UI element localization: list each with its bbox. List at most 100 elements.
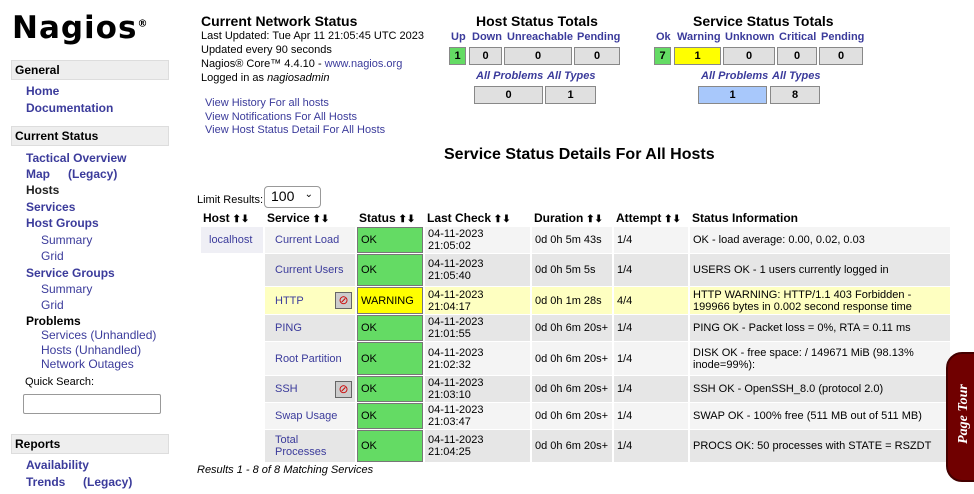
host-unreachable-count[interactable]: 0 [504,47,572,65]
host-unreachable-label[interactable]: Unreachable [507,31,574,43]
last-check: 04-11-2023 21:04:17 [428,288,484,313]
host-all-problems-label[interactable]: All Problems [476,70,544,82]
service-pending-label[interactable]: Pending [821,31,865,43]
sidebar-map-legacy[interactable]: (Legacy) [68,167,118,181]
sidebar-map[interactable]: Map [26,167,50,181]
status-information-cell: PING OK - Packet loss = 0%, RTA = 0.11 m… [690,315,950,341]
attempt-cell: 1/4 [614,254,688,286]
link-view-host-status[interactable]: View Host Status Detail For All Hosts [205,124,386,136]
sidebar-availability[interactable]: Availability [26,458,89,472]
limit-results-select[interactable]: 100 ⌄ [264,186,321,208]
service-all-problems-label[interactable]: All Problems [701,70,769,82]
sidebar-trends[interactable]: Trends [26,475,66,489]
notifications-disabled-icon[interactable]: ⊘ [335,380,352,398]
attempt: 1/4 [617,322,633,334]
service-link[interactable]: SSH [275,383,298,395]
status-badge-cell: OK [357,430,423,462]
table-row: HTTP ⊘ WARNING 04-11-2023 21:04:17 0d 0h 1m … [201,287,950,314]
status-badge-cell: OK [357,376,423,402]
service-warning-count[interactable]: 1 [674,47,721,65]
service-link[interactable]: Current Load [275,234,340,246]
host-up-label[interactable]: Up [451,31,466,43]
sidebar-host-groups[interactable]: Host Groups [26,216,99,230]
service-unknown-label[interactable]: Unknown [725,31,775,43]
host-down-count[interactable]: 0 [469,47,502,65]
sort-arrows-icon[interactable]: ⬆⬇ [309,214,330,225]
notifications-disabled-icon[interactable]: ⊘ [335,292,352,309]
link-view-notifications[interactable]: View Notifications For All Hosts [205,111,358,123]
service-link[interactable]: Root Partition [275,352,342,365]
service-pending-count[interactable]: 0 [819,47,863,65]
service-all-types-label[interactable]: All Types [772,70,821,82]
nagios-logo[interactable]: Nagios® [12,10,149,46]
last-check-cell: 04-11-2023 21:05:02 [425,227,530,253]
host-types-count[interactable]: 1 [545,86,596,104]
sort-arrows-icon[interactable]: ⬆⬇ [583,214,603,225]
status-information-cell: DISK OK - free space: / 149671 MiB (98.1… [690,342,950,375]
column-header-label: Status [359,211,396,225]
service-critical-label[interactable]: Critical [779,31,817,43]
sidebar-servicegroup-grid[interactable]: Grid [41,298,64,312]
host-problems-count[interactable]: 0 [474,86,543,104]
host-all-types-label[interactable]: All Types [547,70,596,82]
attempt: 4/4 [617,294,633,307]
sidebar-hostgroup-grid[interactable]: Grid [41,249,64,263]
attempt-cell: 1/4 [614,315,688,341]
sidebar-documentation[interactable]: Documentation [26,101,114,115]
service-ok-count[interactable]: 7 [654,47,671,65]
sidebar-problem-hosts-unhandled[interactable]: (Unhandled) [75,343,142,357]
sidebar-servicegroup-summary[interactable]: Summary [41,282,93,296]
sidebar-network-outages[interactable]: Network Outages [41,357,134,371]
column-header-label: Duration [534,211,584,225]
attempt-cell: 4/4 [614,287,688,314]
link-view-history[interactable]: View History For all hosts [205,97,329,109]
service-link[interactable]: Swap Usage [275,410,338,422]
last-check-cell: 04-11-2023 21:05:40 [425,254,530,286]
sort-arrows-icon[interactable]: ⬆⬇ [395,214,416,225]
sidebar-problem-hosts[interactable]: Hosts [41,343,72,357]
sidebar-services[interactable]: Services [26,200,76,214]
service-status-table: Host ⬆⬇ Service ⬆⬇ Status ⬆⬇ Last Check ⬆⬇ D… [199,209,952,463]
sort-arrows-icon[interactable]: ⬆⬇ [229,214,250,225]
service-problems-count[interactable]: 1 [698,86,767,104]
service-link[interactable]: HTTP [275,294,304,307]
column-header-label: Last Check [427,211,492,225]
host-pending-count[interactable]: 0 [574,47,620,65]
sidebar-home[interactable]: Home [26,84,60,98]
sidebar-problem-services-unhandled[interactable]: (Unhandled) [90,328,157,342]
service-ok-label[interactable]: Ok [656,31,671,43]
status-information: SWAP OK - 100% free (511 MB out of 511 M… [693,410,922,422]
duration-cell: 0d 0h 6m 20s+ [532,403,612,429]
status-information-cell: OK - load average: 0.00, 0.02, 0.03 [690,227,950,253]
sidebar-service-groups[interactable]: Service Groups [26,266,115,280]
sidebar-hostgroup-summary[interactable]: Summary [41,233,93,247]
username: nagiosadmin [267,72,330,84]
nagios-site-link[interactable]: www.nagios.org [324,58,403,70]
host-link[interactable]: localhost [209,234,253,246]
status-information-cell: PROCS OK: 50 processes with STATE = RSZD… [690,430,950,462]
status-information: OK - load average: 0.00, 0.02, 0.03 [693,234,865,246]
service-unknown-count[interactable]: 0 [723,47,775,65]
status-badge-cell: WARNING [357,287,423,314]
service-critical-count[interactable]: 0 [777,47,817,65]
status-information: PROCS OK: 50 processes with STATE = RSZD… [693,440,932,452]
status-information: DISK OK - free space: / 149671 MiB (98.1… [693,346,914,371]
sort-arrows-icon[interactable]: ⬆⬇ [491,214,511,225]
service-link[interactable]: Current Users [275,264,344,276]
sidebar-problem-services[interactable]: Services [41,328,88,342]
attempt-cell: 1/4 [614,376,688,402]
sidebar-hosts[interactable]: Hosts [26,183,60,197]
sidebar-trends-legacy[interactable]: (Legacy) [83,475,133,489]
page-tour-button[interactable]: Page Tour [946,352,974,482]
sort-arrows-icon[interactable]: ⬆⬇ [661,214,681,225]
host-up-count[interactable]: 1 [449,47,466,65]
service-link[interactable]: Total Processes [275,434,327,458]
attempt: 1/4 [617,440,633,452]
quick-search-input[interactable] [23,394,161,414]
host-pending-label[interactable]: Pending [577,31,621,43]
service-warning-label[interactable]: Warning [677,31,721,43]
sidebar-tactical-overview[interactable]: Tactical Overview [26,151,127,165]
service-link[interactable]: PING [275,322,302,334]
host-down-label[interactable]: Down [472,31,502,43]
service-types-count[interactable]: 8 [770,86,820,104]
